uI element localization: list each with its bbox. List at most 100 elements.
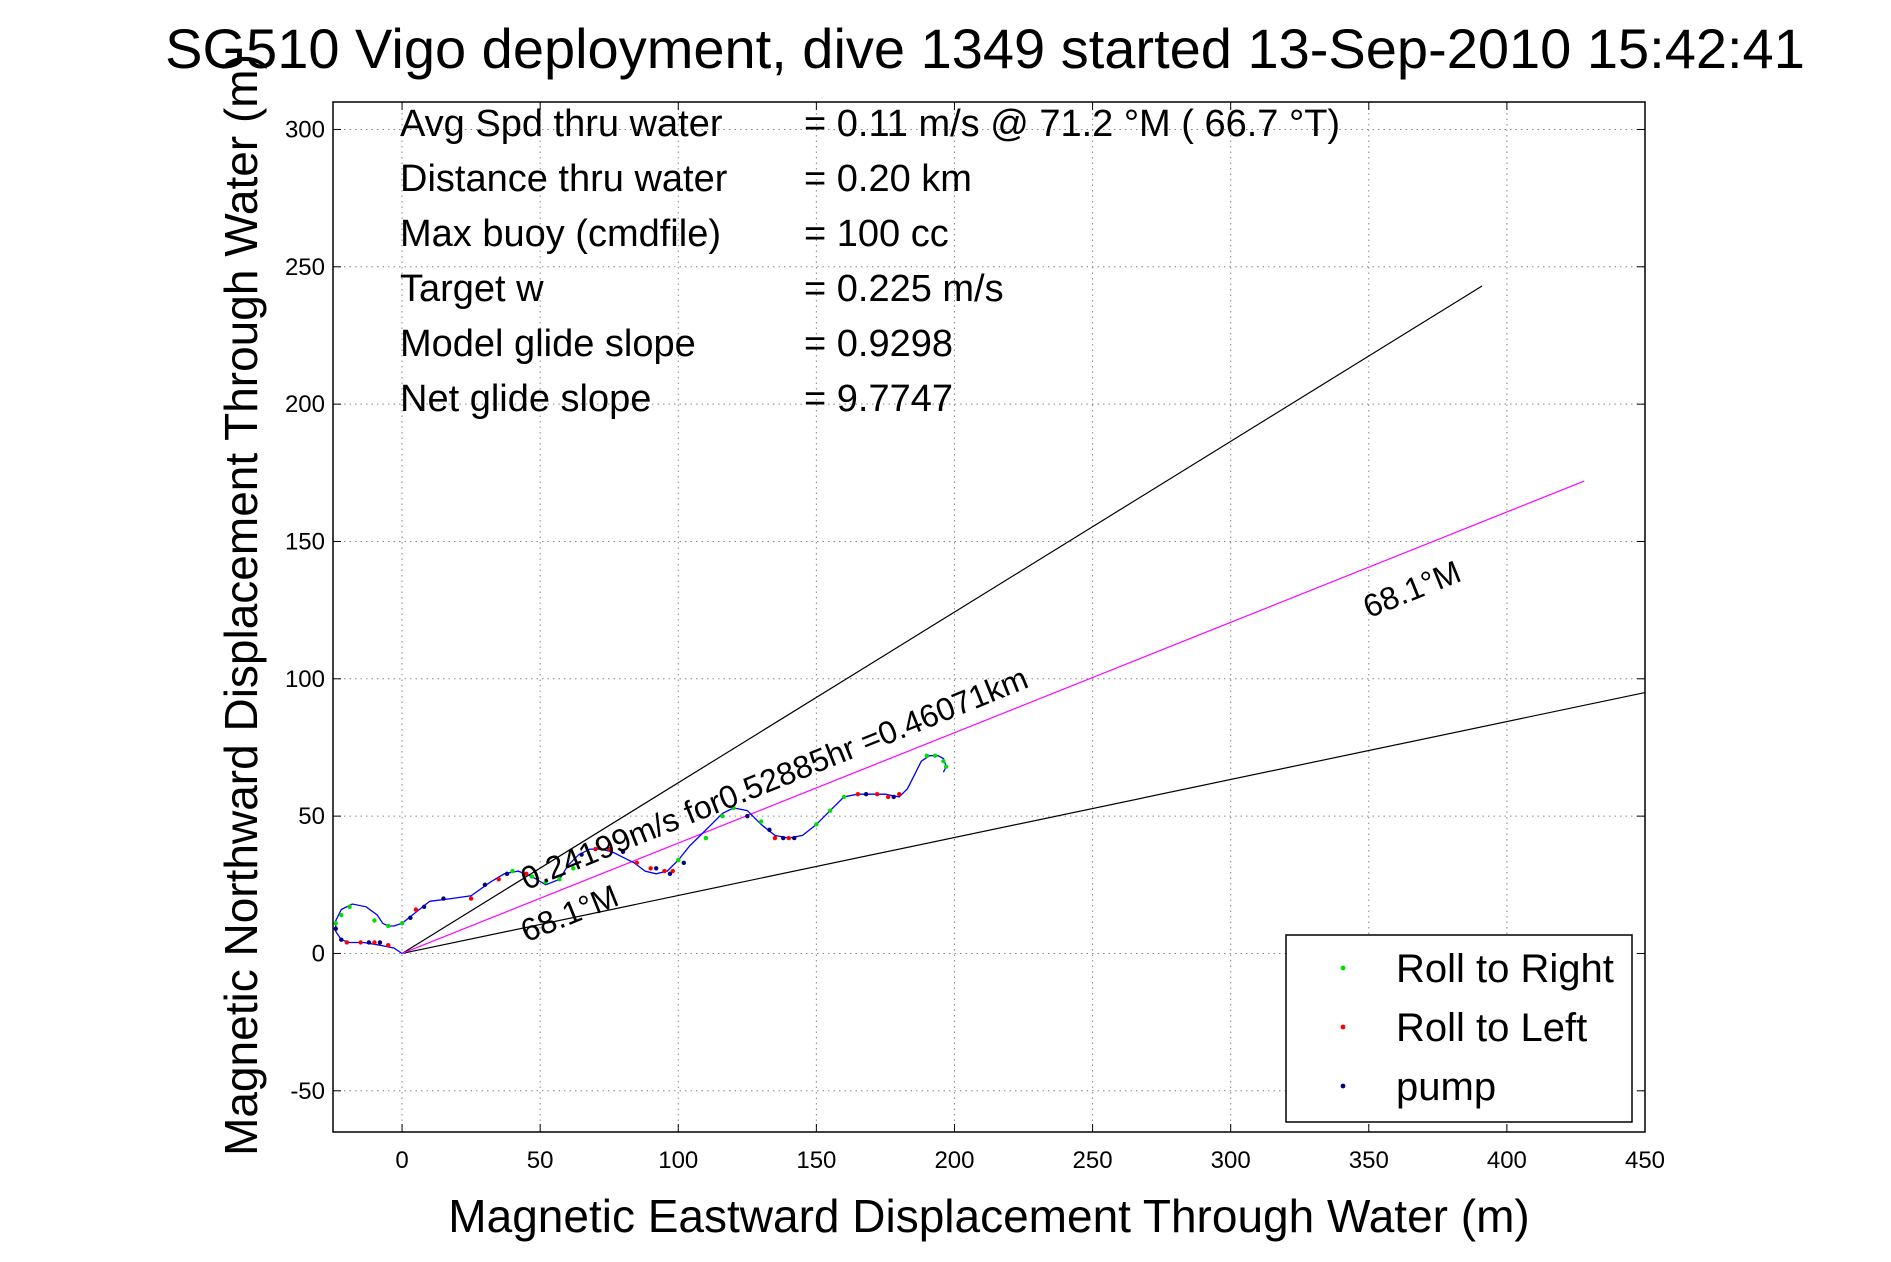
pump-point <box>745 813 750 819</box>
x-tick-label: 250 <box>1073 1147 1113 1174</box>
roll-to-right-legend-marker <box>1340 965 1346 971</box>
pump-point <box>891 794 896 800</box>
roll-to-left-legend-marker <box>1340 1024 1346 1030</box>
roll-to-left-point <box>358 940 363 945</box>
roll-to-right-point <box>399 921 405 926</box>
bound-upper-line <box>401 285 1483 954</box>
roll-to-right-point <box>731 805 736 811</box>
x-tick-label: 200 <box>934 1147 974 1174</box>
pump-point <box>339 937 344 942</box>
pump-point <box>792 835 797 841</box>
roll-to-left-point <box>885 794 891 800</box>
roll-to-left-point <box>662 868 667 874</box>
pump-point <box>441 896 446 901</box>
x-tick-label: 100 <box>658 1147 698 1174</box>
y-tick-label: 0 <box>312 940 325 967</box>
roll-to-right-point <box>941 759 946 764</box>
pump-point <box>781 835 786 841</box>
dive-track <box>335 755 947 955</box>
roll-to-right-point <box>347 904 352 909</box>
roll-to-left-point <box>372 940 377 945</box>
roll-to-right-point <box>372 918 377 923</box>
stat-value: = 0.20 km <box>804 158 972 200</box>
legend-label: Roll to Right <box>1396 947 1614 991</box>
roll-to-right-point <box>932 753 938 758</box>
stat-value: = 9.7747 <box>804 378 953 420</box>
pump-point <box>333 926 338 931</box>
y-tick-label: 250 <box>285 254 325 281</box>
x-tick-label: 400 <box>1487 1147 1527 1174</box>
stat-label: Model glide slope <box>400 323 696 365</box>
pump-point <box>620 849 626 855</box>
roll-to-left-point <box>634 860 640 866</box>
roll-to-left-point <box>874 791 880 797</box>
pump-point <box>377 940 383 945</box>
dive-statistics: Avg Spd thru water = 0.11 m/s @ 71.2 °M (… <box>400 103 1340 420</box>
roll-to-left-point <box>386 943 391 948</box>
reference-lines <box>401 285 1646 955</box>
roll-pump-markers <box>333 753 949 948</box>
legend: Roll to Right Roll to Left pump <box>1285 934 1633 1123</box>
stat-label: Distance thru water <box>400 158 728 200</box>
pump-point <box>421 904 427 909</box>
roll-to-right-point <box>943 764 949 769</box>
roll-to-right-point <box>841 794 847 800</box>
x-axis-ticks: 0 50 100 150 200 250 300 350 400 450 <box>395 102 1665 1174</box>
roll-to-left-point <box>524 871 529 877</box>
roll-to-left-point <box>855 791 860 797</box>
pump-point <box>767 827 772 833</box>
x-tick-label: 0 <box>395 1147 408 1174</box>
roll-to-right-point <box>386 923 391 929</box>
roll-to-right-point <box>758 819 764 824</box>
stat-label: Max buoy (cmdfile) <box>400 213 721 255</box>
roll-to-left-point <box>496 877 501 882</box>
pump-point <box>504 871 510 877</box>
pump-point <box>863 791 869 797</box>
roll-to-right-point <box>720 813 725 819</box>
dive-track-path <box>335 755 947 955</box>
y-tick-label: -50 <box>290 1078 325 1105</box>
roll-to-left-point <box>670 868 675 874</box>
y-tick-label: 100 <box>285 666 325 693</box>
x-tick-label: 50 <box>527 1147 554 1174</box>
stat-value: = 0.11 m/s @ 71.2 °M ( 66.7 °T) <box>804 103 1340 145</box>
pump-point <box>681 860 686 866</box>
roll-to-left-point <box>468 896 474 901</box>
y-tick-label: 300 <box>285 116 325 143</box>
roll-to-right-point <box>510 868 515 874</box>
plot-area-frame <box>332 101 1646 1133</box>
pump-point <box>482 882 488 887</box>
legend-label: Roll to Left <box>1396 1006 1587 1050</box>
roll-to-right-point <box>814 822 819 827</box>
stat-label: Net glide slope <box>400 378 651 420</box>
legend-label: pump <box>1396 1065 1496 1109</box>
roll-to-right-point <box>557 877 562 882</box>
stat-label: Target w <box>400 268 544 310</box>
x-tick-label: 350 <box>1349 1147 1389 1174</box>
roll-to-left-point <box>344 940 350 945</box>
y-tick-label: 50 <box>298 803 325 830</box>
stat-value: = 0.225 m/s <box>804 268 1004 310</box>
stat-label: Avg Spd thru water <box>400 103 723 145</box>
x-axis-label: Magnetic Eastward Displacement Through W… <box>448 1190 1529 1242</box>
bound-lower-line <box>401 691 1646 955</box>
roll-to-left-point <box>648 866 653 871</box>
roll-to-left-point <box>772 835 778 841</box>
x-tick-label: 450 <box>1625 1147 1665 1174</box>
roll-to-right-point <box>924 753 930 758</box>
stat-value: = 100 cc <box>804 213 949 255</box>
roll-to-right-point <box>333 921 338 926</box>
roll-to-right-point <box>827 808 833 813</box>
roll-to-left-point <box>897 791 902 797</box>
y-axis-label: Magnetic Northward Displacement Through … <box>215 54 267 1156</box>
y-tick-label: 200 <box>285 391 325 418</box>
roll-to-left-point <box>593 846 598 852</box>
roll-to-left-point <box>786 835 791 841</box>
pump-point <box>579 852 584 857</box>
roll-to-right-point <box>529 874 535 879</box>
y-axis-ticks: -50 0 50 100 150 200 250 300 <box>285 116 1645 1105</box>
roll-to-right-point <box>339 912 344 918</box>
roll-to-left-point <box>607 846 612 852</box>
x-tick-label: 300 <box>1211 1147 1251 1174</box>
